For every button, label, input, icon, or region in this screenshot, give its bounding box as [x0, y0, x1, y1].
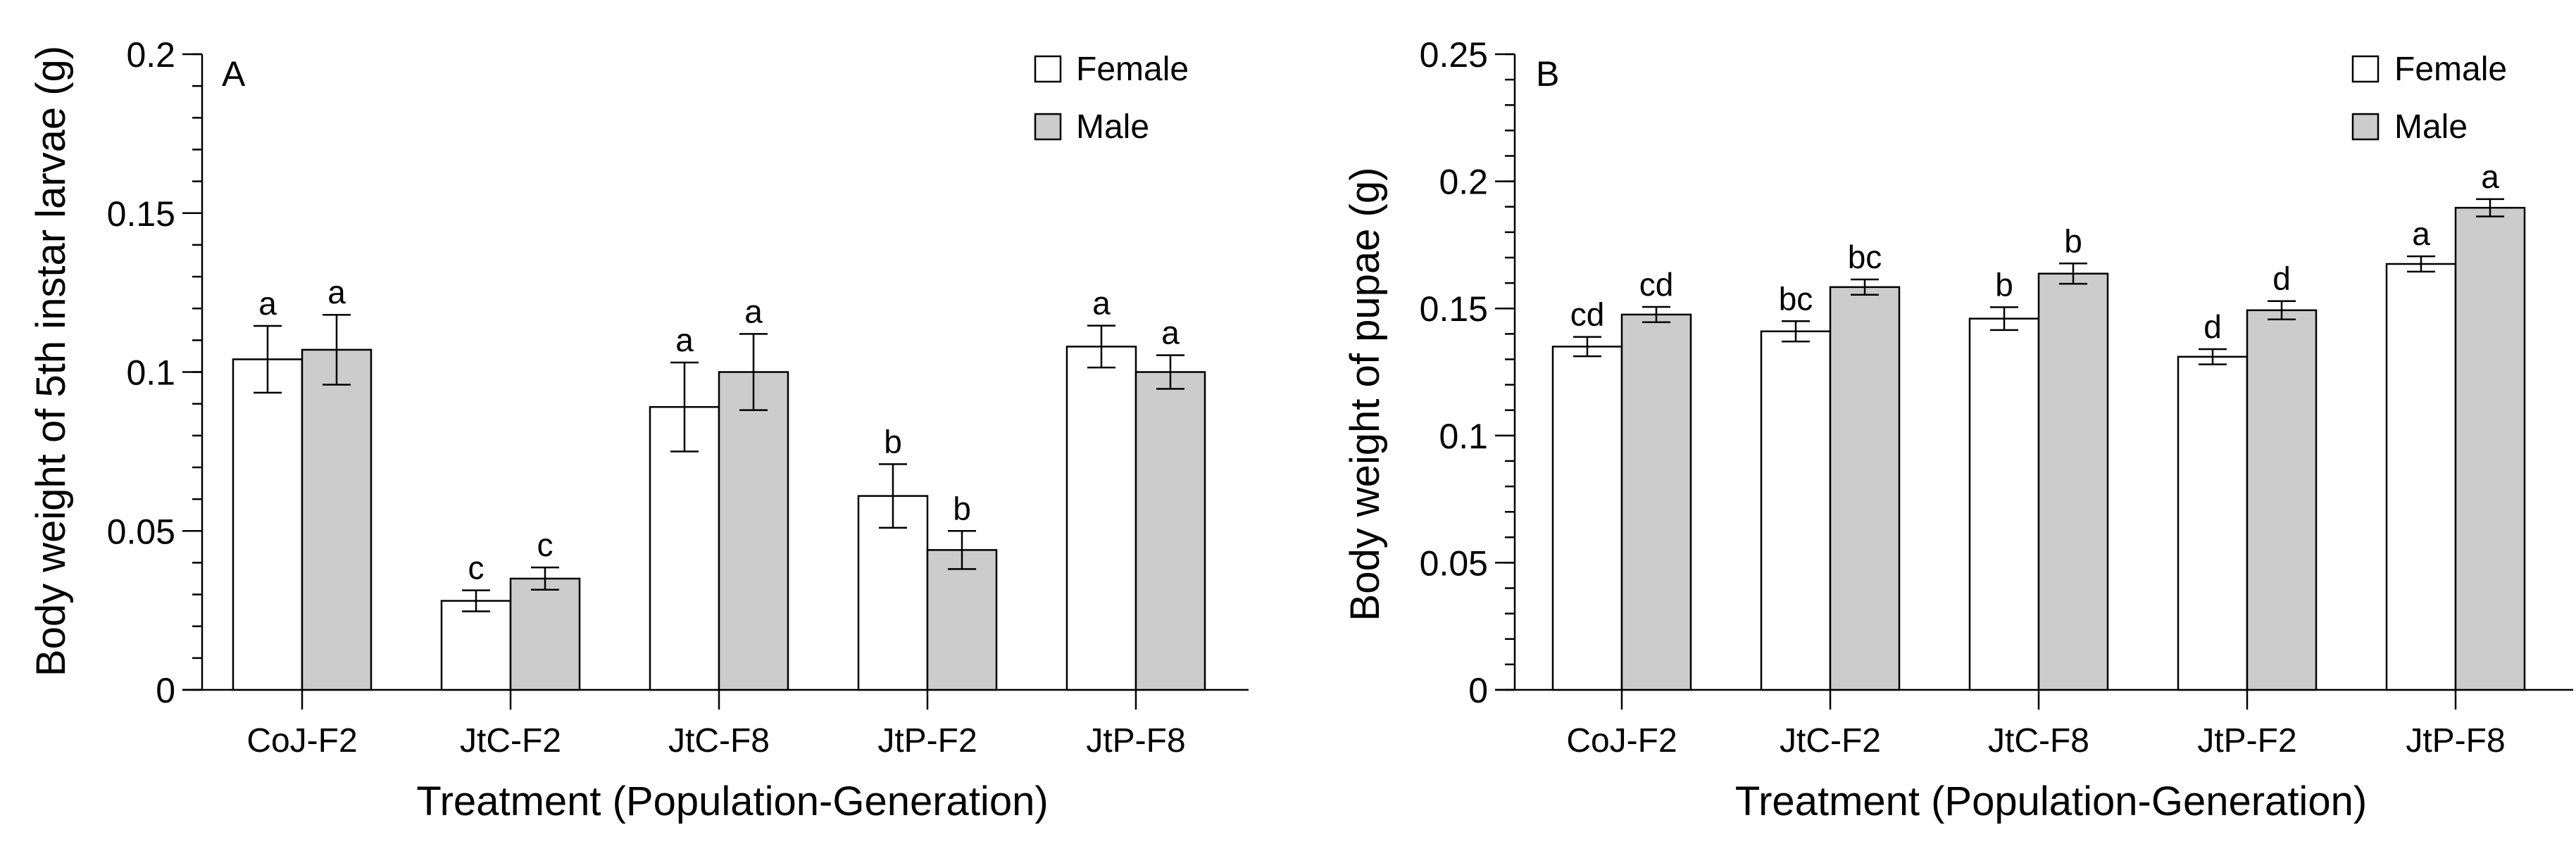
- significance-letter: c: [537, 527, 554, 563]
- panel-label: B: [1536, 54, 1559, 94]
- bar-female: [1968, 317, 2040, 691]
- y-axis-title: Body weight of 5th instar larvae (g): [28, 46, 74, 676]
- x-axis-title: Treatment (Population-Generation): [1735, 779, 2367, 824]
- legend-swatch-female: [2351, 55, 2380, 83]
- x-category-label: CoJ-F2: [1566, 722, 1677, 760]
- legend-swatch-male: [1034, 113, 1062, 141]
- significance-letter: a: [327, 274, 346, 310]
- bar-male: [2037, 272, 2109, 691]
- bar-female: [1551, 346, 1623, 691]
- x-category-label: JtP-F2: [877, 722, 977, 760]
- significance-letter: a: [1092, 285, 1111, 322]
- significance-letter: a: [744, 293, 763, 329]
- y-tick-label: 0.2: [1439, 163, 1488, 202]
- bar-male: [718, 371, 789, 691]
- bar-female: [440, 600, 512, 691]
- significance-letter: b: [884, 423, 902, 460]
- bar-male: [509, 577, 581, 691]
- significance-letter: bc: [1848, 239, 1882, 275]
- bar-male: [1620, 313, 1692, 691]
- significance-letter: a: [2412, 215, 2430, 252]
- significance-letter: a: [675, 322, 694, 358]
- y-tick-label: 0.1: [126, 353, 175, 393]
- significance-letter: a: [1161, 315, 1180, 351]
- y-tick-label: 0.05: [1420, 543, 1488, 583]
- x-category-label: JtP-F2: [2197, 722, 2296, 760]
- significance-letter: d: [2203, 308, 2222, 345]
- bar-male: [1134, 371, 1206, 691]
- x-axis-title: Treatment (Population-Generation): [416, 779, 1048, 824]
- significance-letter: b: [2064, 222, 2082, 259]
- panel-a-larvae-weight-chart: 0 0.05 0.1 0.15 0.2 Body weight of 5th instar…: [28, 35, 1249, 824]
- legend-label-male: Male: [2394, 108, 2468, 146]
- bar-male: [926, 549, 998, 691]
- significance-letter: b: [953, 490, 971, 527]
- significance-letter: a: [2481, 158, 2499, 195]
- significance-letter: a: [258, 285, 277, 322]
- x-category-label: JtC-F8: [1988, 722, 2089, 760]
- legend-label-male: Male: [1076, 108, 1149, 146]
- y-axis-title: Body weight of pupae (g): [1342, 168, 1388, 622]
- bar-female: [232, 358, 304, 691]
- x-category-label: JtC-F2: [460, 722, 561, 760]
- x-category-label: JtC-F8: [668, 722, 770, 760]
- x-category-label: JtP-F8: [1086, 722, 1185, 760]
- legend-swatch-male: [2351, 113, 2380, 141]
- y-tick-label: 0.25: [1420, 35, 1488, 75]
- y-tick-label: 0.05: [107, 512, 175, 551]
- bar-male: [2454, 206, 2526, 691]
- legend-label-female: Female: [1076, 51, 1189, 88]
- legend-swatch-female: [1034, 55, 1062, 83]
- legend-label-female: Female: [2394, 51, 2507, 88]
- y-tick-label: 0.15: [1420, 289, 1488, 329]
- y-tick-label: 0.2: [126, 35, 175, 75]
- significance-letter: c: [468, 550, 484, 586]
- x-category-label: CoJ-F2: [246, 722, 357, 760]
- significance-letter: d: [2272, 260, 2291, 297]
- panel-label: A: [222, 54, 246, 94]
- significance-letter: bc: [1779, 280, 1813, 317]
- x-category-label: JtP-F8: [2406, 722, 2505, 760]
- y-tick-label: 0.15: [107, 194, 175, 234]
- y-tick-label: 0.1: [1439, 417, 1488, 456]
- bar-female: [2177, 355, 2249, 691]
- bar-female: [1065, 346, 1137, 691]
- bar-male: [301, 348, 373, 691]
- x-category-label: JtC-F2: [1780, 722, 1881, 760]
- significance-letter: cd: [1639, 266, 1674, 303]
- y-tick-label: 0: [1468, 671, 1488, 710]
- bar-male: [1829, 286, 1901, 691]
- y-tick-label: 0: [156, 671, 175, 710]
- significance-letter: b: [1995, 266, 2013, 303]
- bar-female: [1760, 330, 1832, 691]
- significance-letter: cd: [1570, 296, 1605, 333]
- bar-female: [2385, 263, 2457, 691]
- panel-b-pupae-weight-chart: 0 0.05 0.1 0.15 0.2 0.25 Body weight of pupae …: [1342, 35, 2573, 824]
- bar-male: [2246, 309, 2318, 691]
